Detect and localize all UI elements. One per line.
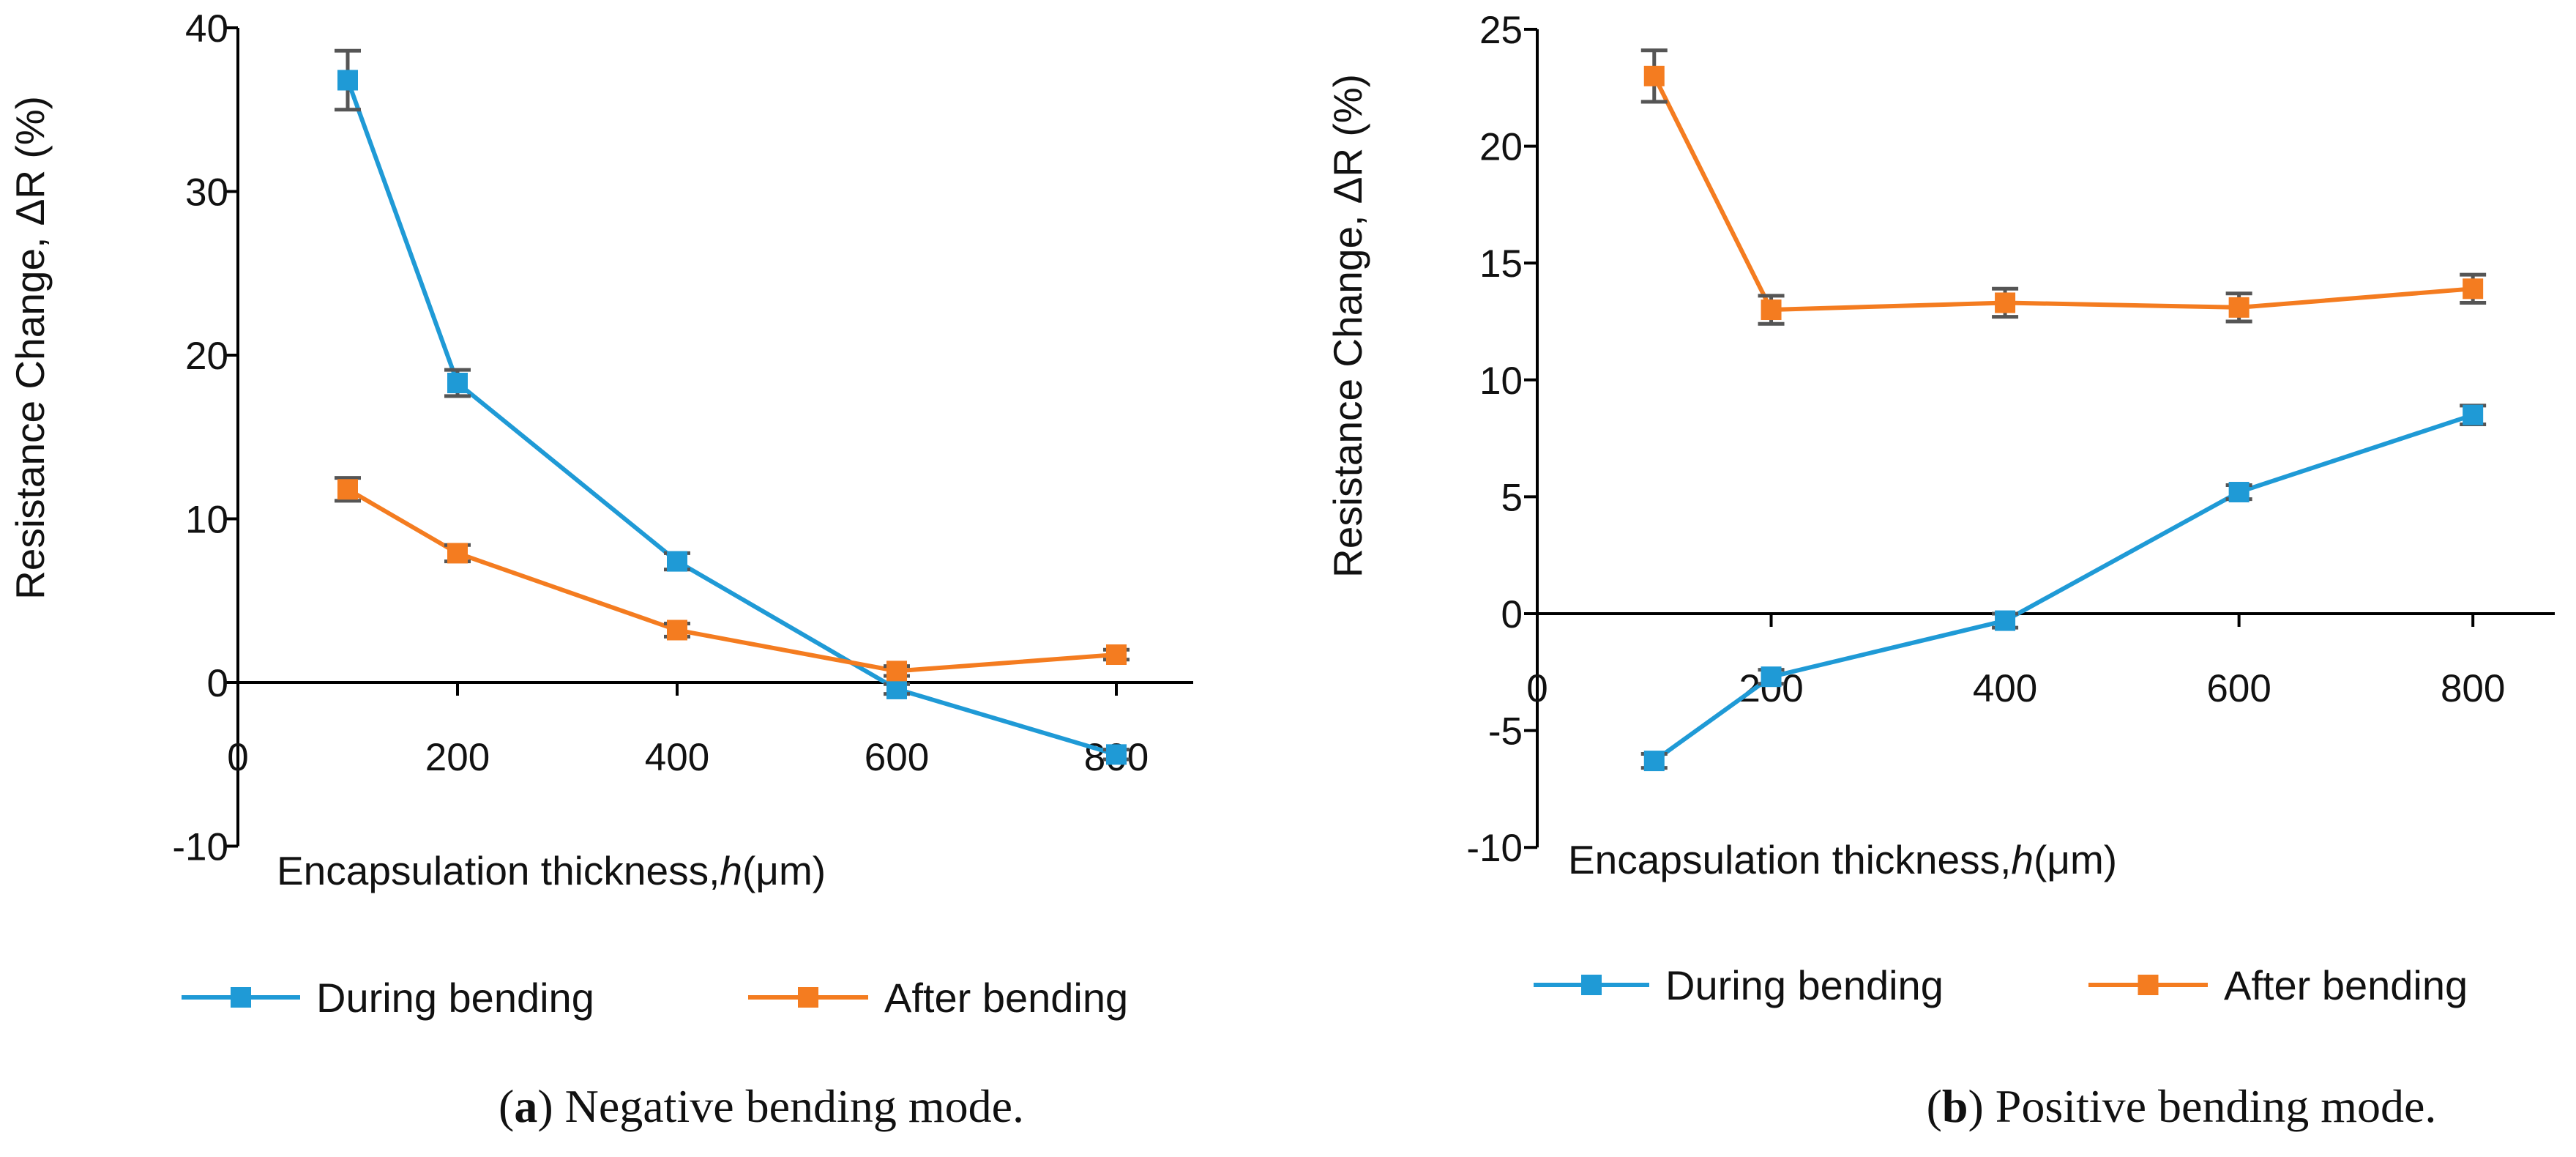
data-point	[447, 372, 468, 393]
data-point	[1643, 65, 1665, 86]
y-tick-label: 10	[185, 499, 228, 542]
series-during	[335, 48, 1130, 765]
legend-marker	[231, 987, 251, 1008]
caption-letter: a	[514, 1080, 537, 1132]
x-axis-title-variable: h	[2011, 837, 2034, 882]
data-point	[337, 479, 358, 500]
y-tick-label: 20	[185, 335, 228, 378]
x-tick-label: 0	[1526, 667, 1548, 710]
caption-text: Negative bending mode.	[553, 1080, 1024, 1132]
legend-label: During bending	[316, 975, 594, 1021]
panel-caption: (b) Positive bending mode.	[1927, 1080, 2437, 1132]
data-point	[2463, 404, 2484, 425]
x-axis-title-variable: h	[720, 848, 742, 893]
data-point	[2228, 297, 2250, 318]
data-point	[1995, 292, 2016, 313]
series-after	[1640, 48, 2487, 326]
x-tick-label: 0	[227, 736, 248, 779]
legend-label: After bending	[884, 975, 1128, 1021]
data-point	[886, 678, 907, 699]
x-axis-title-unit: (μm)	[2034, 837, 2117, 882]
y-axis-title: Resistance Change, ΔR (%)	[1325, 74, 1370, 578]
caption-open-paren: (	[499, 1080, 514, 1132]
data-point	[886, 661, 907, 682]
legend-item-after: After bending	[2088, 962, 2468, 1008]
data-point	[1643, 751, 1665, 772]
data-point	[1106, 744, 1127, 765]
y-tick-label: -10	[172, 826, 228, 869]
x-axis-title-unit: (μm)	[742, 848, 826, 893]
x-axis-title: Encapsulation thickness,h(μm)	[277, 848, 826, 893]
y-tick-label: -5	[1488, 710, 1523, 754]
caption-close-paren: )	[537, 1080, 553, 1132]
chart-panel-a: -100102030400200400600800Resistance Chan…	[7, 7, 1193, 1132]
data-point	[1106, 644, 1127, 666]
legend-marker	[1581, 975, 1602, 995]
series-line	[1652, 75, 2474, 313]
y-axis-title: Resistance Change, ΔR (%)	[7, 96, 53, 600]
data-point	[1761, 300, 1782, 321]
x-tick-label: 400	[1973, 667, 2037, 710]
data-point	[337, 70, 358, 91]
y-tick-label: 15	[1479, 242, 1523, 286]
data-point	[2228, 482, 2250, 503]
data-point	[2463, 278, 2484, 300]
legend-label: During bending	[1665, 962, 1944, 1008]
caption-open-paren: (	[1927, 1080, 1942, 1132]
y-tick-label: 0	[207, 662, 228, 705]
x-axis-title-prefix: Encapsulation thickness,	[277, 848, 720, 893]
y-tick-label: 10	[1479, 360, 1523, 403]
y-tick-label: 5	[1501, 476, 1523, 519]
series-after	[335, 476, 1130, 682]
y-tick-label: 40	[185, 7, 228, 51]
x-tick-label: 400	[645, 736, 709, 779]
x-axis-title: Encapsulation thickness,h(μm)	[1568, 837, 2117, 882]
legend-marker	[798, 987, 818, 1008]
y-tick-label: -10	[1466, 827, 1523, 870]
data-point	[667, 620, 687, 641]
data-point	[667, 551, 687, 572]
legend-item-after: After bending	[748, 975, 1128, 1021]
caption-text: Positive bending mode.	[1984, 1080, 2437, 1132]
data-point	[1761, 666, 1782, 688]
caption-close-paren: )	[1968, 1080, 1983, 1132]
y-tick-label: 30	[185, 171, 228, 215]
legend-item-during: During bending	[182, 975, 594, 1021]
y-tick-label: 25	[1479, 9, 1523, 52]
y-tick-label: 20	[1479, 126, 1523, 169]
series-during	[1640, 403, 2487, 772]
x-tick-label: 800	[2441, 667, 2505, 710]
legend-item-during: During bending	[1534, 962, 1944, 1008]
x-tick-label: 200	[425, 736, 490, 779]
legend-marker	[2138, 975, 2159, 995]
series-line	[346, 79, 1117, 757]
series-line	[346, 487, 1117, 674]
caption-letter: b	[1942, 1080, 1968, 1132]
legend-label: After bending	[2224, 962, 2468, 1008]
data-point	[1995, 610, 2016, 631]
y-tick-label: 0	[1501, 593, 1523, 636]
x-axis-title-prefix: Encapsulation thickness,	[1568, 837, 2011, 882]
data-point	[447, 543, 468, 564]
panel-caption: (a) Negative bending mode.	[499, 1080, 1024, 1132]
x-tick-label: 600	[865, 736, 929, 779]
x-tick-label: 600	[2206, 667, 2271, 710]
